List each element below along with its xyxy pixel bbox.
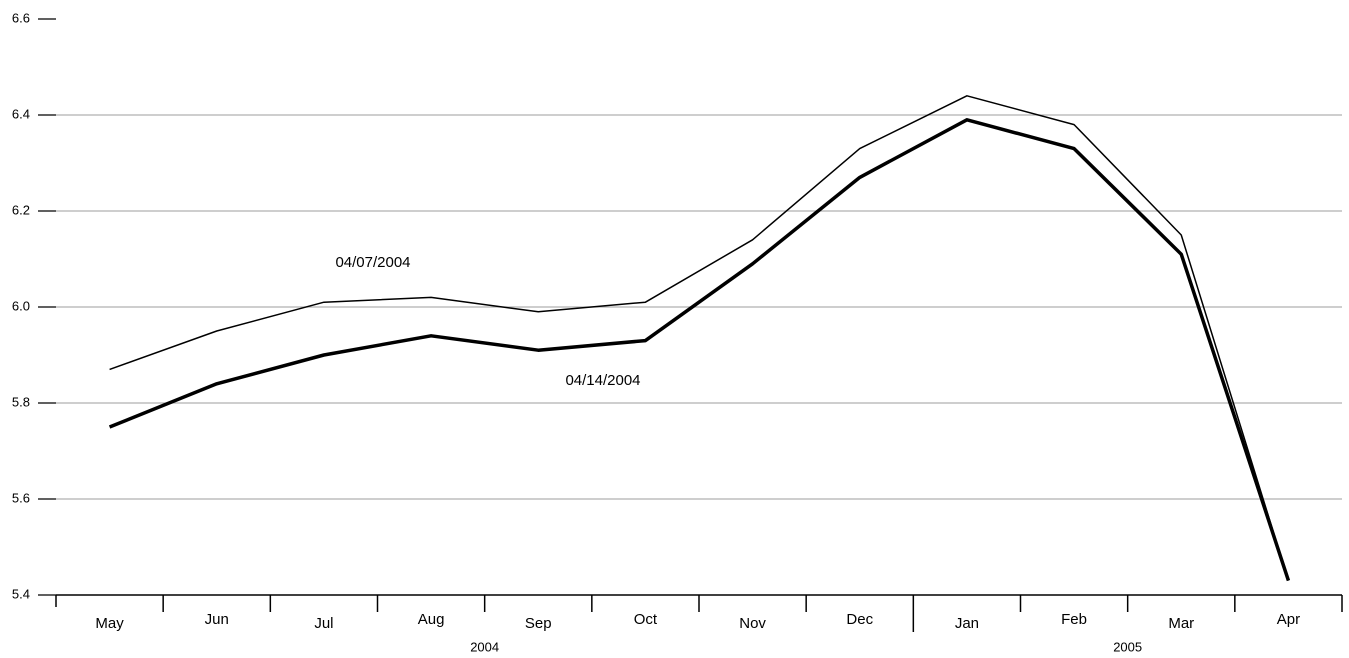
- series-line: [109, 95, 1290, 581]
- x-tick-label: Mar: [1168, 615, 1194, 632]
- y-tick-label: 6.2: [12, 202, 30, 217]
- x-tick-label: Dec: [846, 611, 873, 628]
- y-tick-label: 6.0: [12, 298, 30, 313]
- x-tick-label: Jan: [955, 615, 979, 632]
- x-tick-label: Nov: [739, 615, 766, 632]
- x-tick-label: Sep: [525, 615, 552, 632]
- series-line: [108, 118, 1291, 582]
- x-tick-label: Oct: [634, 611, 658, 628]
- year-label: 2005: [1113, 639, 1142, 654]
- series-label: 04/07/2004: [335, 254, 410, 271]
- x-tick-label: May: [95, 615, 124, 632]
- series-label: 04/14/2004: [565, 372, 640, 389]
- year-label: 2004: [470, 639, 499, 654]
- y-tick-label: 5.4: [12, 586, 30, 601]
- y-tick-label: 6.4: [12, 106, 30, 121]
- x-tick-label: Jul: [314, 615, 333, 632]
- x-tick-label: Apr: [1277, 611, 1300, 628]
- y-tick-label: 5.8: [12, 394, 30, 409]
- y-tick-label: 6.6: [12, 10, 30, 25]
- x-tick-label: Jun: [205, 611, 229, 628]
- x-tick-label: Feb: [1061, 611, 1087, 628]
- x-tick-label: Aug: [418, 611, 445, 628]
- y-tick-label: 5.6: [12, 490, 30, 505]
